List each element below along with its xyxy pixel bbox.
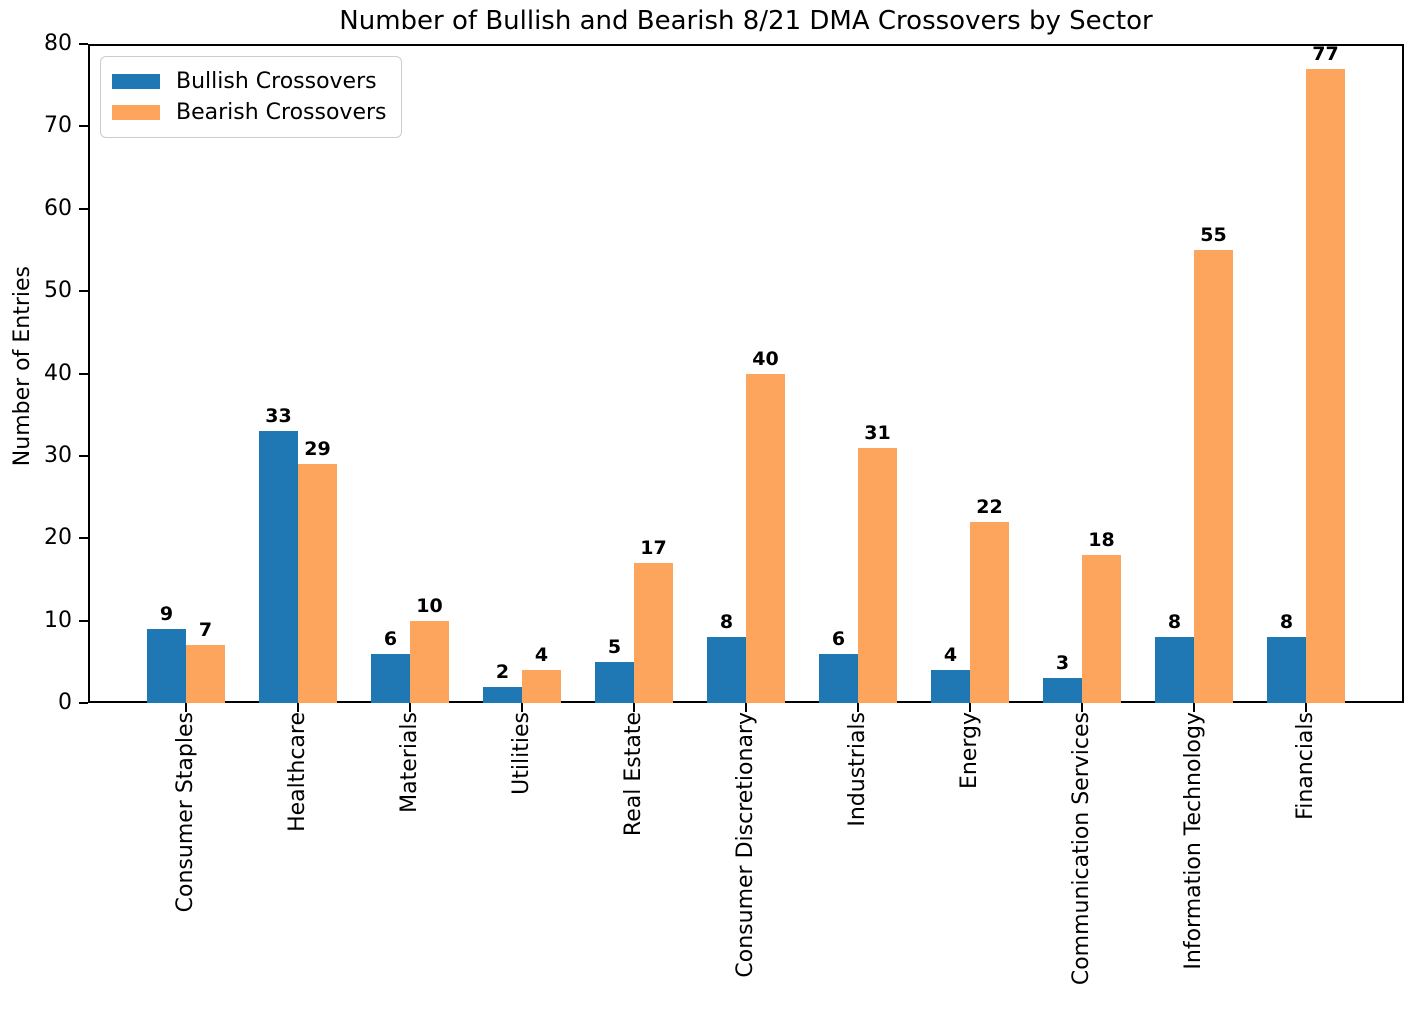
bar-bearish-real-estate	[634, 562, 673, 703]
y-tick-mark	[79, 537, 88, 540]
bar-bearish-industrials	[858, 447, 897, 703]
bar-value-label: 5	[607, 635, 622, 658]
bar-value-label: 4	[534, 644, 549, 667]
bar-bearish-information-technology	[1194, 249, 1233, 703]
bar-value-label: 10	[416, 594, 443, 617]
x-tick-mark	[1305, 703, 1307, 712]
bar-bearish-energy	[970, 521, 1009, 703]
bar-value-label: 2	[495, 660, 510, 683]
bar-bearish-healthcare	[298, 464, 337, 703]
y-tick-label: 80	[44, 31, 72, 56]
y-tick-label: 10	[44, 607, 72, 633]
bar-bullish-consumer-staples	[147, 628, 186, 703]
x-tick-label-consumer-staples: Consumer Staples	[173, 712, 198, 913]
bar-value-label: 77	[1312, 42, 1339, 65]
bar-bullish-financials	[1267, 637, 1306, 703]
bar-bullish-energy	[931, 670, 970, 703]
x-tick-label-industrials: Industrials	[845, 712, 870, 827]
x-tick-mark	[185, 703, 187, 712]
legend-label-bullish: Bullish Crossovers	[176, 68, 377, 94]
x-tick-label-materials: Materials	[397, 712, 422, 813]
x-tick-mark	[521, 703, 523, 712]
x-tick-label-real-estate: Real Estate	[621, 712, 646, 837]
bar-value-label: 8	[1167, 611, 1182, 634]
chart-title: Number of Bullish and Bearish 8/21 DMA C…	[339, 6, 1153, 36]
y-tick-label: 0	[58, 690, 72, 715]
bar-bullish-consumer-discretionary	[707, 637, 746, 703]
bar-bearish-communication-services	[1082, 554, 1121, 703]
legend-label-bearish: Bearish Crossovers	[176, 99, 387, 125]
bar-bullish-materials	[371, 653, 410, 703]
bar-value-label: 40	[752, 347, 779, 370]
x-tick-mark	[1081, 703, 1083, 712]
legend-item-bullish: Bullish Crossovers	[112, 66, 387, 97]
y-tick-mark	[79, 372, 88, 375]
y-tick-mark	[79, 619, 88, 622]
x-tick-mark	[745, 703, 747, 712]
bar-bullish-healthcare	[259, 431, 298, 703]
bar-value-label: 4	[943, 644, 958, 667]
x-tick-label-utilities: Utilities	[509, 712, 534, 795]
x-tick-mark	[297, 703, 299, 712]
x-tick-mark	[1193, 703, 1195, 712]
x-tick-label-energy: Energy	[957, 712, 982, 790]
bar-bullish-information-technology	[1155, 637, 1194, 703]
bar-value-label: 31	[864, 421, 891, 444]
bar-bearish-consumer-staples	[186, 645, 225, 703]
bar-value-label: 7	[198, 619, 213, 642]
bar-value-label: 3	[1055, 652, 1070, 675]
bar-value-label: 22	[976, 495, 1003, 518]
legend-swatch-bearish-icon	[112, 105, 160, 120]
legend: Bullish Crossovers Bearish Crossovers	[100, 56, 402, 138]
y-tick-label: 30	[44, 442, 72, 468]
y-tick-label: 70	[44, 113, 72, 139]
bar-bearish-utilities	[522, 670, 561, 703]
bar-value-label: 17	[640, 536, 667, 559]
bar-value-label: 55	[1200, 223, 1227, 246]
bar-value-label: 29	[304, 438, 331, 461]
bar-bullish-industrials	[819, 653, 858, 703]
bar-value-label: 8	[719, 611, 734, 634]
bar-value-label: 33	[265, 405, 292, 428]
bar-value-label: 8	[1279, 611, 1294, 634]
y-tick-label: 50	[44, 278, 72, 304]
legend-item-bearish: Bearish Crossovers	[112, 97, 387, 128]
bar-bullish-communication-services	[1043, 678, 1082, 703]
bar-bearish-consumer-discretionary	[746, 373, 785, 703]
bar-value-label: 9	[159, 602, 174, 625]
bar-bearish-materials	[410, 620, 449, 703]
bar-bearish-financials	[1306, 68, 1345, 703]
y-tick-mark	[79, 454, 88, 457]
legend-swatch-bullish-icon	[112, 74, 160, 89]
x-tick-label-information-technology: Information Technology	[1181, 712, 1206, 970]
x-tick-mark	[969, 703, 971, 712]
x-tick-mark	[409, 703, 411, 712]
y-tick-label: 60	[44, 195, 72, 221]
y-tick-label: 20	[44, 525, 72, 551]
y-tick-mark	[79, 43, 88, 45]
x-tick-label-healthcare: Healthcare	[285, 712, 310, 832]
y-tick-mark	[79, 290, 88, 293]
bar-bullish-utilities	[483, 686, 522, 703]
x-tick-label-communication-services: Communication Services	[1069, 712, 1094, 986]
bar-value-label: 18	[1088, 528, 1115, 551]
y-tick-label: 40	[44, 360, 72, 386]
x-tick-label-consumer-discretionary: Consumer Discretionary	[733, 712, 758, 978]
y-tick-mark	[79, 207, 88, 210]
x-tick-mark	[857, 703, 859, 712]
x-tick-mark	[633, 703, 635, 712]
bar-value-label: 6	[383, 627, 398, 650]
bar-value-label: 6	[831, 627, 846, 650]
y-tick-mark	[79, 702, 88, 704]
x-tick-label-financials: Financials	[1293, 712, 1318, 820]
y-tick-mark	[79, 125, 88, 128]
bar-bullish-real-estate	[595, 661, 634, 703]
